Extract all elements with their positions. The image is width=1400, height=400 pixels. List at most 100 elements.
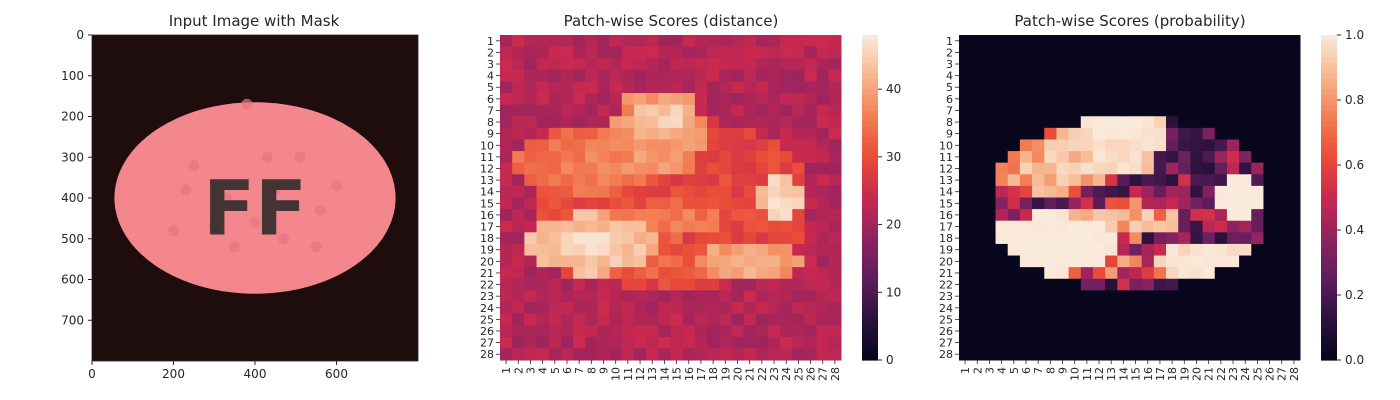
heatmap-cell: [1166, 197, 1179, 210]
heatmap-cell: [731, 243, 745, 257]
colorbar-segment: [1321, 278, 1337, 285]
heatmap-cell: [560, 197, 574, 210]
heatmap-cell: [1263, 139, 1277, 152]
colorbar-segment: [1321, 354, 1337, 361]
heatmap-cell: [500, 301, 513, 315]
heatmap-cell: [804, 301, 818, 315]
heatmap-cell: [1141, 162, 1155, 175]
heatmap-cell: [548, 127, 562, 140]
heatmap-cell: [524, 69, 538, 82]
heatmap-cell: [609, 174, 623, 187]
heatmap-cell: [500, 93, 513, 106]
heatmap-cell: [731, 336, 745, 349]
heatmap-cell: [828, 116, 842, 129]
heatmap-cell: [1141, 348, 1155, 361]
heatmap-cell: [707, 255, 720, 268]
heatmap-cell: [780, 255, 793, 268]
heatmap-cell: [1044, 278, 1057, 291]
heatmap-cell: [585, 255, 598, 268]
heatmap-cell: [755, 93, 769, 106]
heatmap-cell: [536, 174, 550, 187]
colorbar-segment: [862, 159, 878, 166]
heatmap-cell: [536, 104, 550, 117]
heatmap-cell: [828, 220, 842, 233]
heatmap-cell: [1068, 220, 1082, 233]
y-tick-label: 27: [939, 337, 953, 350]
heatmap-cell: [755, 220, 769, 233]
heatmap-cell: [1153, 290, 1167, 303]
heatmap-cell: [560, 58, 574, 71]
heatmap-cell: [1263, 336, 1277, 349]
heatmap-cell: [573, 243, 586, 257]
y-tick-label: 14: [939, 186, 953, 199]
heatmap-cell: [1263, 162, 1277, 175]
heatmap-cell: [1190, 174, 1204, 187]
heatmap-cell: [828, 313, 842, 326]
x-tick-label: 21: [1203, 367, 1216, 381]
heatmap-cell: [1153, 325, 1167, 338]
heatmap-cell: [1214, 104, 1228, 117]
heatmap-cell: [524, 255, 538, 268]
heatmap-cell: [1263, 151, 1277, 164]
heatmap-cell: [1105, 232, 1118, 245]
input-image-panel: Input Image with Mask FF 0 200 400 60001002…: [61, 12, 419, 381]
heatmap-cell: [1068, 243, 1082, 257]
heatmap-cell: [1226, 209, 1240, 222]
heatmap-cell: [995, 348, 1009, 361]
input-image: FF: [92, 35, 418, 361]
heatmap-cell: [536, 255, 550, 268]
heatmap-cell: [682, 336, 696, 349]
heatmap-cell: [1251, 313, 1264, 326]
heatmap-cell: [1263, 185, 1277, 198]
heatmap-cell: [1202, 104, 1216, 117]
heatmap-cell: [1178, 209, 1191, 222]
heatmap-cell: [1239, 243, 1252, 257]
heatmap-cell: [959, 278, 972, 291]
heatmap-cell: [1056, 197, 1070, 210]
heatmap-cell: [1214, 336, 1228, 349]
colorbar-segment: [1321, 83, 1337, 90]
heatmap-cell: [780, 104, 793, 117]
x-tick-label: 10: [1069, 367, 1082, 381]
heatmap-cell: [1190, 243, 1204, 257]
heatmap-cell: [658, 209, 671, 222]
heatmap-cell: [1214, 220, 1228, 233]
heatmap-cell: [1275, 278, 1289, 291]
pill-spot: [180, 184, 192, 196]
heatmap-cell: [658, 278, 671, 291]
heatmap-cell: [719, 348, 732, 361]
heatmap-cell: [1202, 348, 1216, 361]
heatmap-cell: [816, 58, 830, 71]
heatmap-cell: [959, 313, 972, 326]
heatmap-cell: [1080, 278, 1094, 291]
heatmap-cell: [560, 290, 574, 303]
y-tick-label: 4: [946, 70, 953, 83]
heatmap-cell: [707, 104, 720, 117]
heatmap-cell: [1007, 336, 1021, 349]
heatmap-cell: [1239, 46, 1252, 59]
heatmap-cell: [694, 35, 708, 48]
pill-spot: [229, 241, 241, 253]
heatmap-cell: [585, 139, 598, 152]
heatmap-cell: [804, 46, 818, 59]
heatmap-cell: [780, 243, 793, 257]
heatmap-cell: [1007, 348, 1021, 361]
heatmap-cell: [633, 301, 647, 315]
heatmap-cell: [1153, 209, 1167, 222]
y-tick-label: 24: [480, 302, 494, 315]
heatmap-cell: [1178, 93, 1191, 106]
heatmap-cell: [983, 313, 997, 326]
heatmap-cell: [670, 255, 684, 268]
heatmap-cell: [1287, 301, 1301, 315]
heatmap-cell: [767, 232, 781, 245]
heatmap-cell: [536, 151, 550, 164]
heatmap-cell: [971, 232, 984, 245]
x-tick-label: 4: [537, 367, 550, 374]
heatmap-cell: [1068, 46, 1082, 59]
heatmap-cell: [560, 278, 574, 291]
heatmap-cell: [633, 58, 647, 71]
heatmap-cell: [1263, 104, 1277, 117]
heatmap-cell: [633, 197, 647, 210]
heatmap-cell: [767, 209, 781, 222]
x-tick-label: 15: [671, 367, 684, 381]
